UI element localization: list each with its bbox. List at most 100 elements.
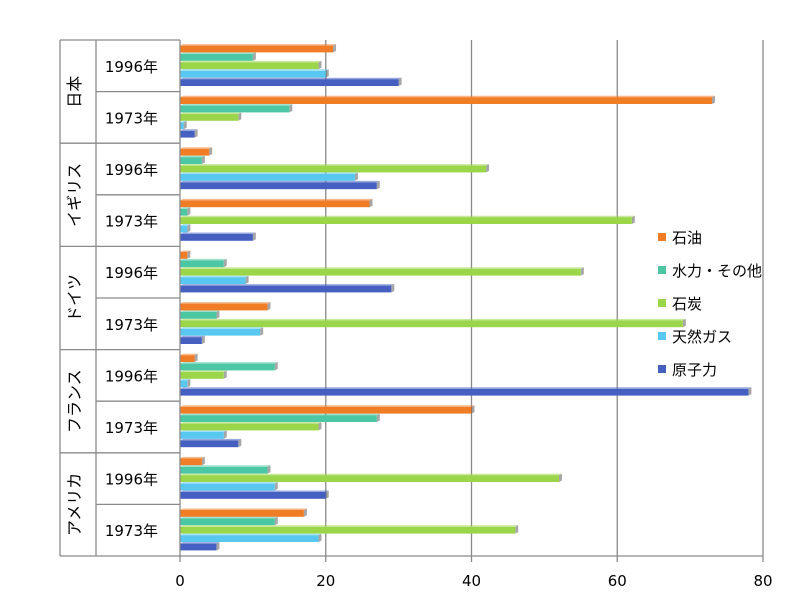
bar (180, 45, 334, 53)
bar-top (180, 44, 337, 46)
bar-side (187, 224, 191, 233)
bar-top (180, 172, 358, 174)
bar-top (180, 164, 490, 166)
bar (180, 225, 188, 233)
bar (180, 535, 319, 542)
bar-top (180, 482, 278, 484)
bar-top (180, 258, 227, 261)
bar (180, 303, 268, 311)
bar-side (238, 438, 242, 448)
bar (180, 492, 326, 499)
bar-top (180, 318, 686, 321)
bar-side (354, 172, 358, 181)
bar (180, 182, 377, 190)
bar (180, 97, 712, 104)
bar (180, 440, 239, 448)
bar-side (267, 302, 271, 311)
bars (180, 44, 752, 551)
year-label: 1973年 (105, 213, 158, 231)
bar-top (180, 95, 715, 98)
bar (180, 518, 275, 526)
bar-side (223, 430, 227, 439)
bar-top (180, 422, 322, 424)
bar-top (180, 413, 380, 416)
bar-top (180, 533, 322, 536)
bar-top (180, 387, 752, 389)
bar (180, 432, 224, 439)
bar-side (274, 482, 278, 491)
bar-side (201, 456, 205, 466)
bar (180, 510, 304, 517)
bar (180, 320, 683, 328)
bar-top (180, 224, 191, 226)
year-label: 1973年 (105, 522, 158, 540)
x-tick-label: 60 (608, 572, 627, 590)
bar-side (318, 60, 322, 70)
bar-top (180, 490, 329, 492)
bar-top (180, 542, 220, 544)
x-tick-label: 80 (753, 572, 772, 590)
legend-label: 水力・その他 (672, 262, 762, 280)
bar-top (180, 508, 307, 510)
bar-side (183, 120, 187, 130)
year-label: 1996年 (105, 161, 158, 179)
bar-side (216, 542, 220, 551)
bar-side (252, 232, 256, 241)
bar-top (180, 52, 256, 54)
bar (180, 79, 399, 86)
bar (180, 70, 326, 78)
bar (180, 174, 355, 181)
bar-top (180, 232, 256, 234)
bar-side (369, 198, 373, 208)
bar (180, 458, 202, 466)
bar-side (333, 44, 337, 53)
bar-top (180, 438, 242, 441)
bar-top (180, 302, 271, 304)
bar (180, 62, 319, 70)
bar-side (318, 533, 322, 542)
bar (180, 260, 224, 268)
bar (180, 130, 195, 138)
legend-label: 石油 (672, 229, 702, 247)
legend-swatch (658, 299, 666, 307)
bar-top (180, 180, 380, 183)
bar-side (289, 104, 293, 113)
bar (180, 54, 253, 61)
bar-side (325, 69, 329, 78)
year-label: 1996年 (105, 58, 158, 76)
bar-side (711, 95, 715, 104)
legend-swatch (658, 233, 666, 241)
bar-side (245, 275, 249, 284)
bar-top (180, 215, 635, 218)
gridlines (325, 40, 764, 556)
bar-top (180, 465, 271, 467)
bar-top (180, 267, 584, 269)
year-label: 1996年 (105, 471, 158, 489)
group-label: イギリス (65, 163, 84, 227)
bar-side (515, 525, 519, 534)
bar (180, 363, 275, 371)
bar (180, 423, 319, 431)
bar-side (238, 112, 242, 121)
bar (180, 148, 210, 156)
year-label: 1996年 (105, 367, 158, 385)
bar-top (180, 284, 395, 286)
legend-label: 天然ガス (672, 328, 732, 346)
year-label: 1996年 (105, 264, 158, 282)
bar-top (180, 430, 227, 432)
legend-swatch (658, 266, 666, 274)
bar (180, 157, 202, 164)
bar (180, 165, 487, 173)
bar-top (180, 147, 213, 149)
bar-top (180, 310, 220, 312)
bar-top (180, 207, 191, 209)
bar-top (180, 327, 264, 329)
bar-top (180, 120, 187, 123)
bar (180, 105, 290, 113)
legend-swatch (658, 332, 666, 340)
bar-top (180, 405, 475, 407)
bar-side (187, 250, 191, 259)
bar-side (376, 180, 380, 190)
bar-side (682, 318, 686, 328)
bar-side (471, 405, 475, 414)
